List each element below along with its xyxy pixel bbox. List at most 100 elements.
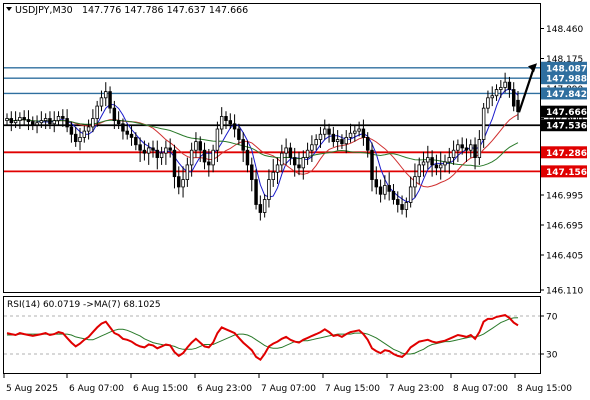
candle-body <box>438 164 443 169</box>
candle-body <box>481 107 486 140</box>
candle-body <box>78 137 82 143</box>
candle-body <box>151 147 155 151</box>
price-tag <box>541 165 587 178</box>
axes: 148.460148.175147.890147.600147.305146.9… <box>3 25 587 394</box>
candle-body <box>73 133 78 143</box>
price-tick-label: 146.995 <box>546 192 583 202</box>
price-tag-label: 147.842 <box>546 90 587 100</box>
symbol-label: USDJPY,M30 <box>15 5 73 16</box>
time-tick-label: 7 Aug 15:00 <box>325 384 380 394</box>
candle-body <box>396 199 400 205</box>
candle-body <box>383 185 387 195</box>
candle-body <box>168 147 172 151</box>
candle-body <box>159 152 164 158</box>
candle-body <box>95 105 99 119</box>
price-plot <box>4 63 540 221</box>
candle-body <box>301 157 306 169</box>
candle-body <box>181 179 185 188</box>
rsi-tick-label: 30 <box>546 351 558 361</box>
candle-body <box>460 144 464 149</box>
candle-body <box>340 139 344 145</box>
candle-body <box>310 144 314 151</box>
candle-body <box>258 204 263 213</box>
candle-body <box>43 118 48 122</box>
candle-body <box>511 89 516 107</box>
time-tick-label: 7 Aug 07:00 <box>261 384 316 394</box>
candle-body <box>477 139 482 158</box>
candle-body <box>426 157 430 163</box>
price-tag <box>541 61 587 74</box>
candle-body <box>400 204 404 210</box>
candle-body <box>232 123 237 130</box>
candle-body <box>344 137 348 145</box>
candle-body <box>215 128 220 151</box>
candle-body <box>494 89 499 97</box>
candle-body <box>104 91 108 99</box>
time-tick-label: 7 Aug 23:00 <box>389 384 444 394</box>
candle-body <box>185 164 190 180</box>
candle-body <box>9 118 14 124</box>
menu-triangle-icon[interactable] <box>6 7 12 11</box>
candle-body <box>305 149 310 158</box>
candle-body <box>408 186 413 203</box>
candle-body <box>486 97 490 109</box>
candle-body <box>254 179 258 205</box>
candle-body <box>18 117 22 122</box>
candle-body <box>228 120 233 125</box>
candle-body <box>288 147 293 158</box>
candle-body <box>5 118 9 122</box>
candle-body <box>202 149 207 163</box>
candle-body <box>447 157 452 163</box>
price-tick-label: 148.175 <box>546 55 583 65</box>
candle-body <box>121 123 125 132</box>
price-tag <box>541 119 587 132</box>
candle-body <box>86 126 91 132</box>
price-tick-label: 148.460 <box>546 25 583 35</box>
price-tag-label: 147.988 <box>546 75 587 85</box>
candle-body <box>61 116 65 119</box>
candle-body <box>318 133 323 140</box>
candle-body <box>404 202 409 210</box>
candle-body <box>39 120 44 124</box>
rsi-panel-frame <box>3 296 541 374</box>
rsi-plot <box>4 314 540 362</box>
price-tag-label: 148.087 <box>546 64 587 74</box>
candle-body <box>262 199 267 213</box>
price-tag-label: 147.666 <box>546 108 587 118</box>
candle-body <box>314 139 318 146</box>
candle-body <box>434 164 439 169</box>
rsi-ma-line <box>7 317 519 355</box>
rsi-tick-label: 70 <box>546 313 558 323</box>
candle-body <box>374 179 379 188</box>
price-tag <box>541 87 587 100</box>
candle-body <box>499 87 503 90</box>
candle-body <box>464 147 469 151</box>
candle-body <box>353 130 357 134</box>
candle-body <box>125 130 129 135</box>
candle-body <box>456 144 460 151</box>
price-panel-frame <box>3 3 541 293</box>
candle-body <box>48 118 52 125</box>
candle-body <box>108 91 112 109</box>
candle-body <box>267 179 271 200</box>
forecast-arrow-line <box>517 66 536 113</box>
candle-body <box>378 186 383 195</box>
candle-body <box>451 149 456 158</box>
candle-body <box>172 149 177 178</box>
candle-body <box>516 99 520 113</box>
candle-body <box>177 176 181 188</box>
candle-body <box>189 149 194 166</box>
candle-body <box>112 107 117 122</box>
candle-body <box>245 149 250 166</box>
candle-body <box>56 116 61 122</box>
candle-body <box>443 161 447 166</box>
candle-body <box>370 149 374 180</box>
candle-body <box>421 161 426 166</box>
candle-body <box>224 116 228 122</box>
candle-body <box>280 152 284 166</box>
candle-body <box>99 97 104 107</box>
time-tick-label: 6 Aug 15:00 <box>133 384 188 394</box>
price-tag-label: 147.536 <box>546 122 587 132</box>
candle-body <box>155 149 160 158</box>
